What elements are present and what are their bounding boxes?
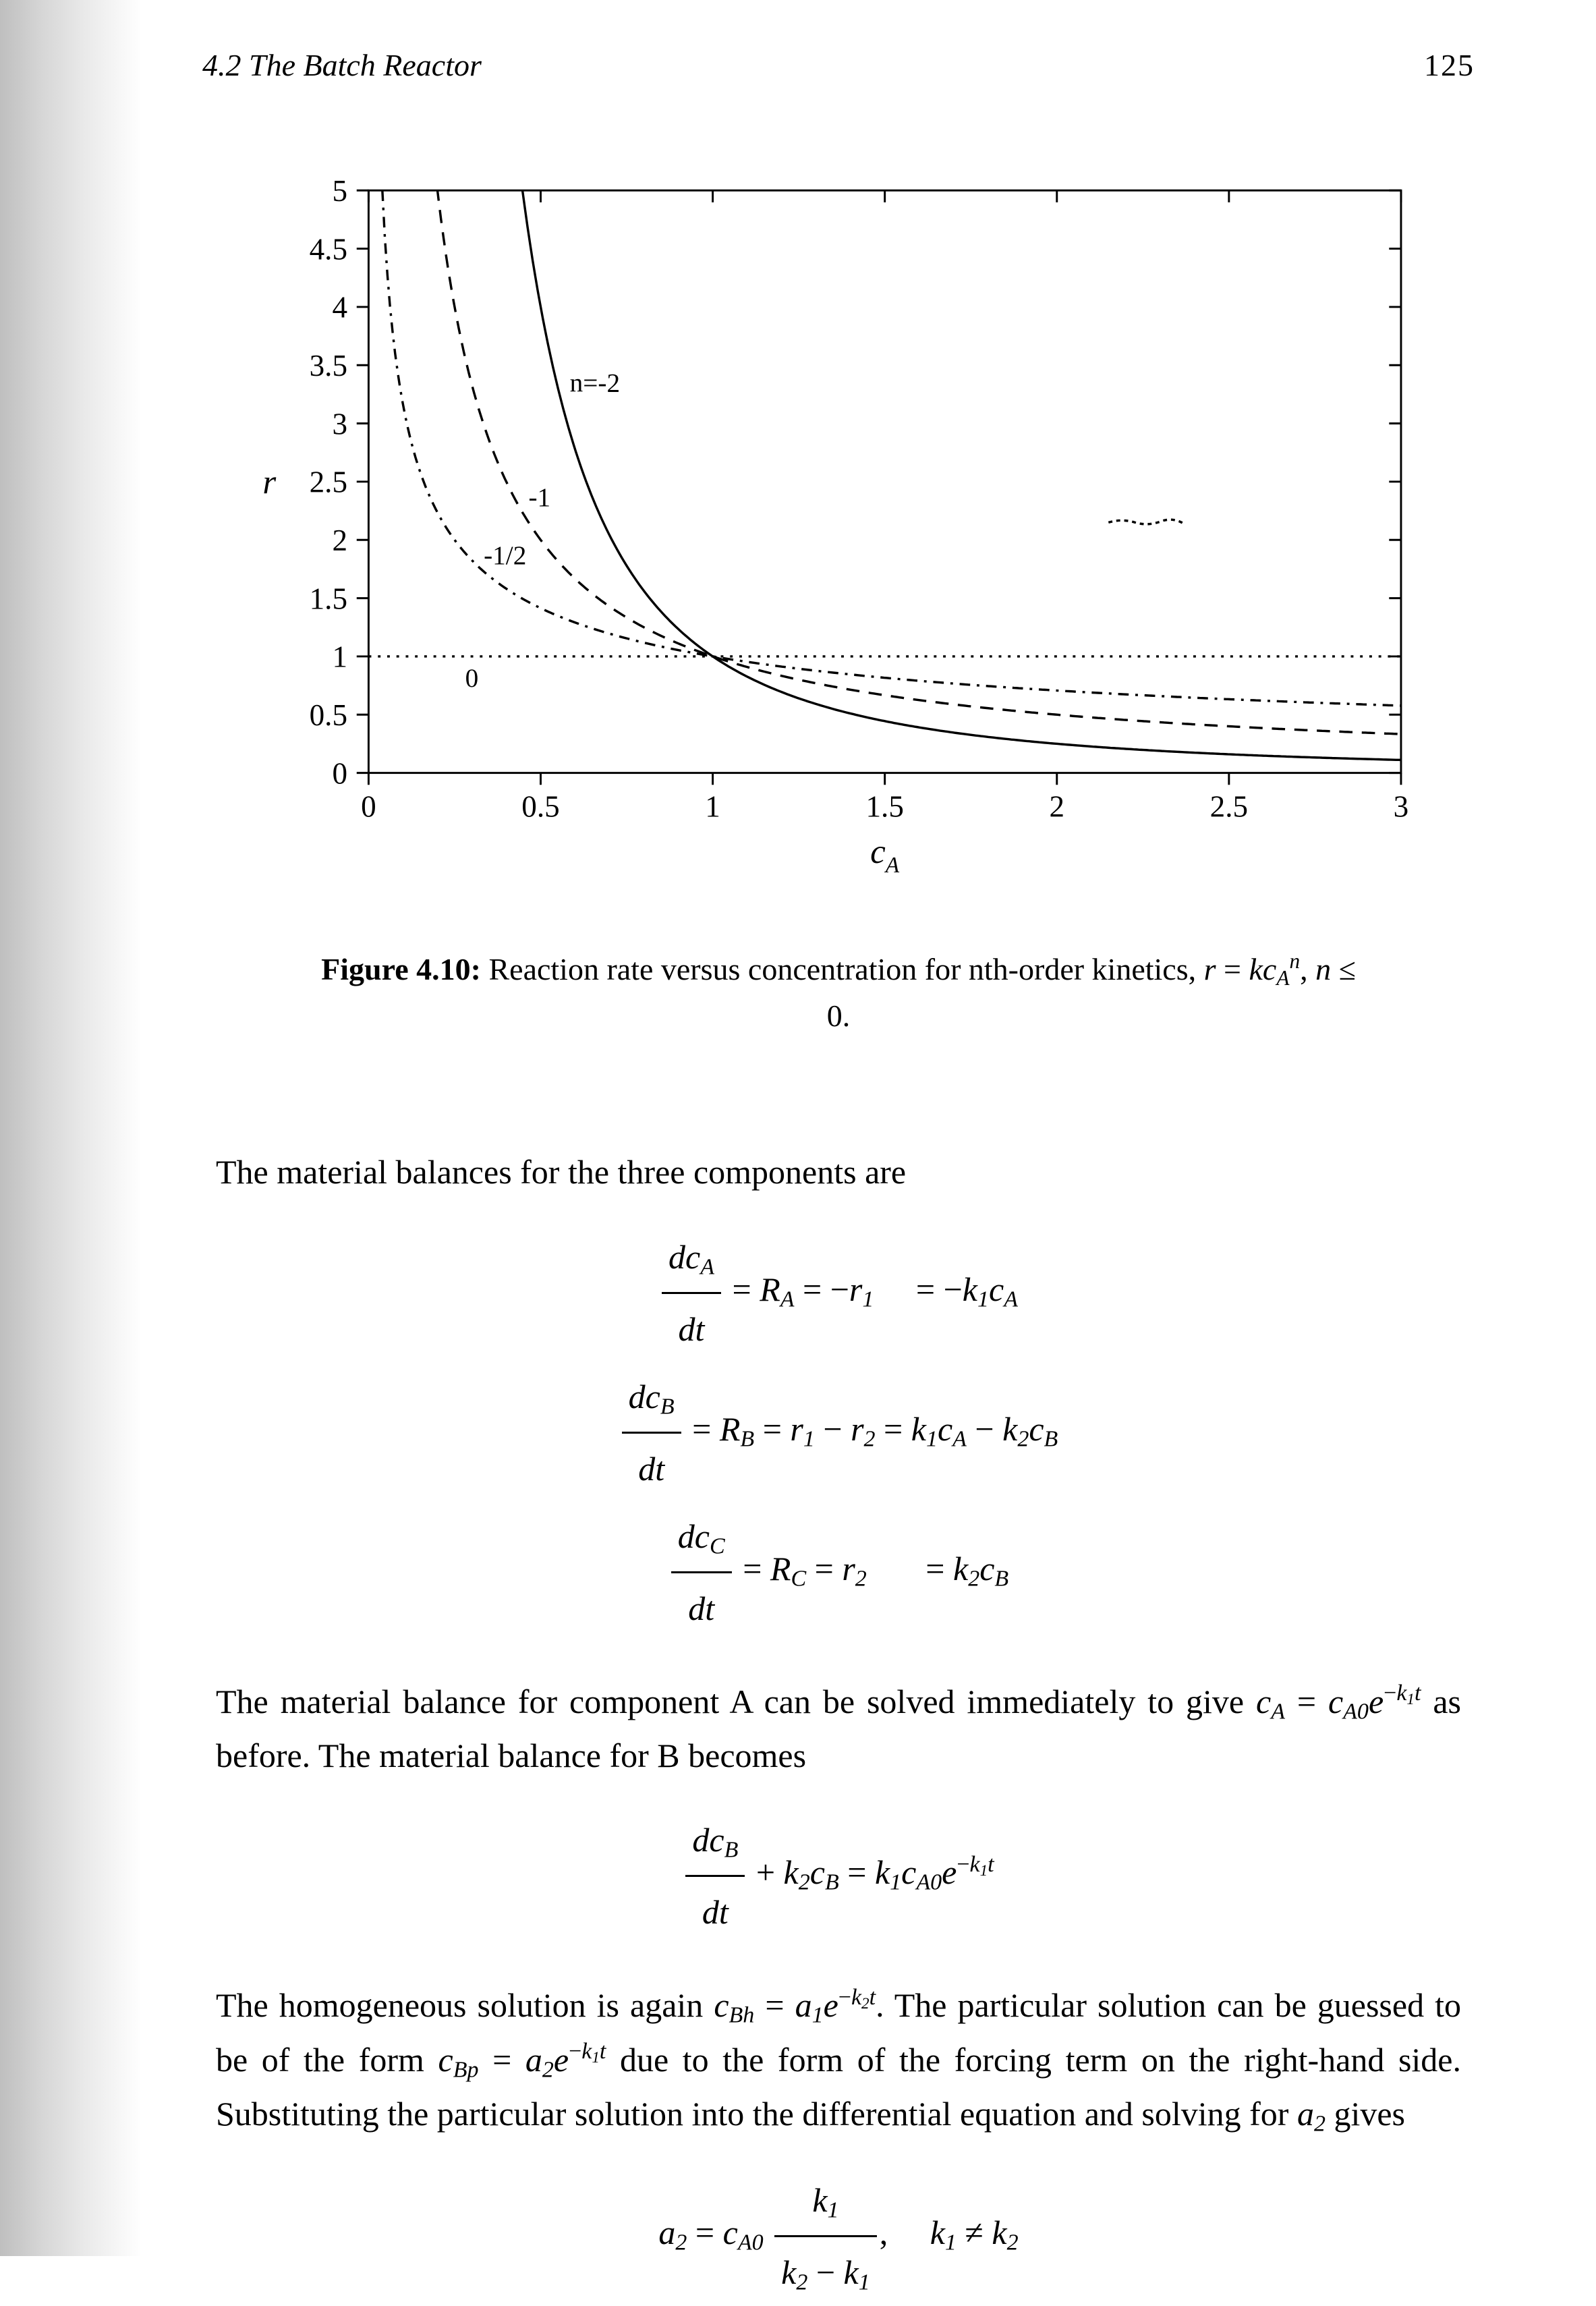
- svg-text:cA: cA: [870, 833, 900, 878]
- page: 4.2 The Batch Reactor 125 00.511.522.530…: [0, 0, 1596, 2256]
- caption-text-1: Reaction rate versus concentration for n…: [488, 952, 1203, 986]
- svg-text:3: 3: [1394, 789, 1409, 823]
- svg-text:-1/2: -1/2: [484, 541, 526, 570]
- equation-block-3: a2 = cA0 k1 k2 − k1, k1 ≠ k2: [216, 2166, 1461, 2306]
- equation-block-1: dcAdt = RA = −r1 = −k1cA dcBdt = RB = r1…: [216, 1223, 1461, 1642]
- figure-caption: Figure 4.10: Reaction rate versus concen…: [310, 946, 1367, 1038]
- svg-text:2.5: 2.5: [310, 466, 347, 499]
- para-1: The material balances for the three comp…: [216, 1146, 1461, 1199]
- section-title: 4.2 The Batch Reactor: [202, 47, 482, 83]
- body-text: The material balances for the three comp…: [216, 1146, 1461, 2306]
- svg-text:0: 0: [361, 789, 376, 823]
- svg-text:0: 0: [465, 664, 479, 693]
- svg-text:2: 2: [1049, 789, 1064, 823]
- svg-text:4.5: 4.5: [310, 232, 347, 266]
- reaction-rate-chart: 0 0.5 1 1.5 2 2.5 3 0 0.5 1 1.5 2 2.5 3 3.5 4 4.5 5 cA r n=-…: [243, 164, 1434, 892]
- svg-text:1.5: 1.5: [310, 582, 347, 615]
- figure-chart: 0 0.5 1 1.5 2 2.5 3 0 0.5 1 1.5 2 2.5 3 3.5 4 4.5 5 cA r n=-…: [243, 164, 1434, 892]
- svg-text:4: 4: [332, 291, 347, 325]
- svg-text:5: 5: [332, 174, 347, 208]
- equation-block-2: dcBdt + k2cB = k1cA0e−k1t: [216, 1806, 1461, 1946]
- svg-text:1.5: 1.5: [865, 789, 903, 823]
- para-3: The homogeneous solution is again cBh = …: [216, 1979, 1461, 2142]
- svg-text:3: 3: [332, 407, 347, 441]
- para-2: The material balance for component A can…: [216, 1676, 1461, 1782]
- figure-label: Figure 4.10:: [321, 952, 481, 986]
- svg-text:0: 0: [332, 756, 347, 790]
- svg-text:2.5: 2.5: [1210, 789, 1248, 823]
- svg-text:1: 1: [705, 789, 720, 823]
- page-number: 125: [1424, 47, 1475, 83]
- svg-text:n=-2: n=-2: [570, 369, 620, 398]
- scan-artifact: [0, 0, 142, 2256]
- svg-text:-1: -1: [528, 483, 550, 512]
- svg-text:r: r: [262, 464, 276, 502]
- svg-text:2: 2: [332, 524, 347, 557]
- running-head: 4.2 The Batch Reactor 125: [202, 47, 1475, 83]
- svg-text:3.5: 3.5: [310, 349, 347, 383]
- svg-text:0.5: 0.5: [310, 698, 347, 732]
- svg-text:1: 1: [332, 640, 347, 674]
- svg-text:0.5: 0.5: [521, 789, 559, 823]
